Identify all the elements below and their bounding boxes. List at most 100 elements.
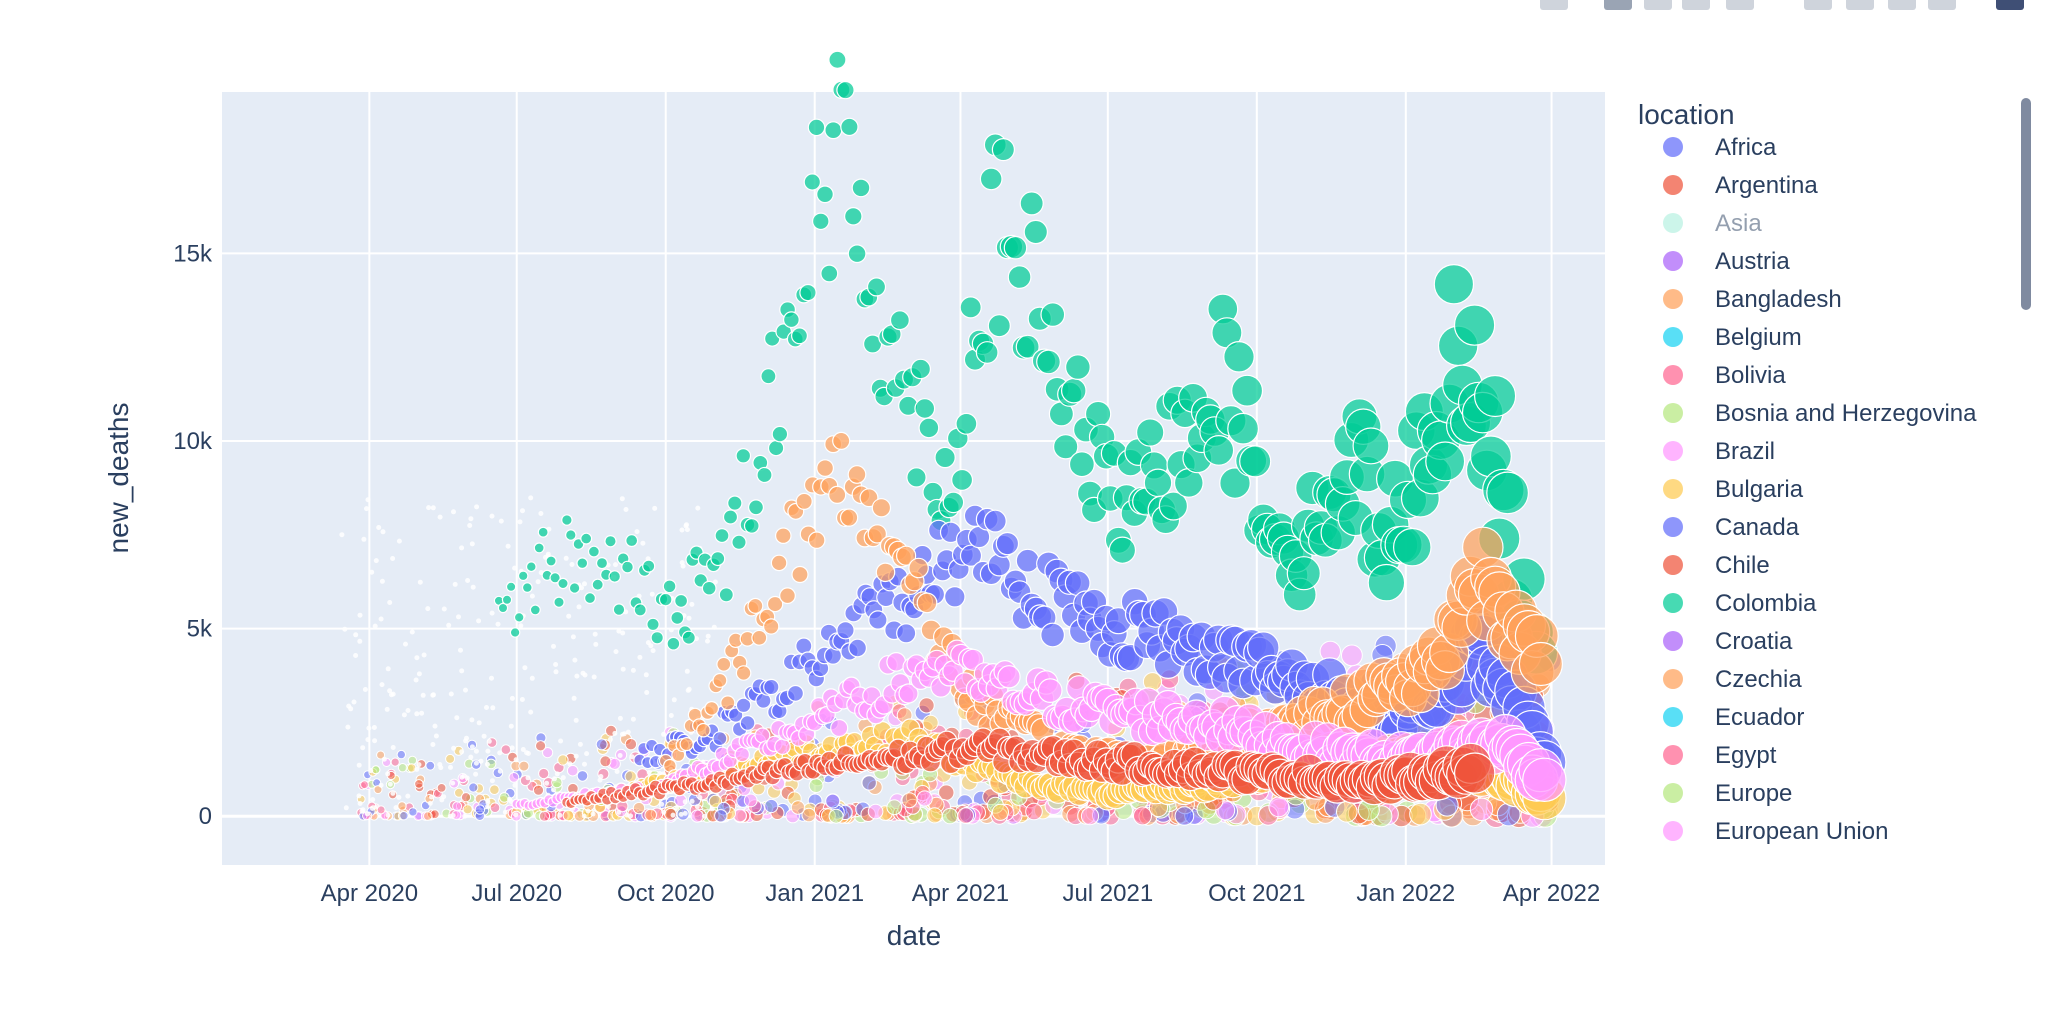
scatter-point [522,665,528,671]
scatter-point [447,813,453,819]
scatter-point [490,705,496,711]
legend-item[interactable]: Chile [1663,552,1770,579]
scatter-point [339,532,345,538]
scatter-point [1453,752,1496,794]
scatter-point [557,577,569,590]
scatter-point [836,80,855,100]
scatter-point [505,581,517,593]
scatter-point [376,750,386,760]
camera-icon[interactable] [1540,0,1568,10]
scatter-point [561,514,573,526]
scatter-point [619,496,625,502]
scatter-point [771,425,789,443]
legend-item[interactable]: Croatia [1663,628,1793,655]
legend-item[interactable]: Colombia [1663,590,1817,617]
scatter-point [417,579,423,585]
scatter-point [426,505,432,511]
scatter-point [498,518,504,524]
scatter-point [390,691,396,697]
zoom-in-icon[interactable] [1804,0,1832,10]
scatter-point [346,703,352,709]
legend-item[interactable]: Brazil [1663,438,1775,465]
scatter-point [379,682,385,688]
legend-label: Chile [1715,552,1770,579]
scatter-point [617,753,623,758]
scatter-point [922,714,939,731]
scatter-point [1007,265,1032,290]
scatter-point [356,793,362,799]
scatter-point [372,623,378,629]
legend-item[interactable]: Asia [1663,210,1762,237]
legend-item[interactable]: Austria [1663,248,1790,275]
scatter-point [409,629,415,635]
legend-label: Ecuador [1715,704,1804,731]
scatter-point [820,264,839,283]
legend-marker [1663,783,1683,803]
scatter-point [397,801,407,811]
scatter-point [790,800,806,815]
scatter-point [385,771,391,777]
zoom-icon[interactable] [1604,0,1632,10]
scatter-point [959,296,982,319]
legend-item[interactable]: Ecuador [1663,704,1804,731]
lasso-select-icon[interactable] [1726,0,1754,10]
scatter-point [1522,757,1567,803]
scatter-point [566,613,572,619]
legend-item[interactable]: Africa [1663,134,1777,161]
scatter-point [517,570,529,582]
scatter-point [801,807,817,823]
legend[interactable]: Africa Argentina Asia Austria Bangladesh Belg… [1663,134,1977,845]
scatter-point [364,811,370,817]
legend-item[interactable]: Egypt [1663,742,1777,769]
scatter-point [735,665,752,681]
scatter-point [416,762,422,768]
zoom-out-icon[interactable] [1846,0,1874,10]
scatter-point [786,684,804,702]
box-select-icon[interactable] [1682,0,1710,10]
scatter-point [468,782,479,793]
scatter-point [828,808,844,824]
scatter-point [896,623,917,644]
legend-item[interactable]: Belgium [1663,324,1802,351]
legend-item[interactable]: Bosnia and Herzegovina [1663,400,1977,427]
scatter-point [711,624,717,630]
legend-label: European Union [1715,818,1888,845]
scatter-point [604,535,617,548]
legend-item[interactable]: Bolivia [1663,362,1786,389]
scatter-point [558,738,564,744]
scatter-point [681,630,696,645]
scatter-point [811,212,830,231]
legend-title: location [1638,99,1735,130]
legend-item[interactable]: Europe [1663,780,1792,807]
autoscale-icon[interactable] [1888,0,1916,10]
plotly-logo-icon[interactable] [1996,0,2024,10]
reset-axes-icon[interactable] [1928,0,1956,10]
scatter-point [568,582,581,594]
legend-item[interactable]: European Union [1663,818,1888,845]
scatter-point [632,801,646,815]
scatter-point [373,804,379,810]
scatter-point [583,592,596,605]
scatter-point [462,813,468,819]
legend-item[interactable]: Bangladesh [1663,286,1842,313]
legend-scrollbar[interactable] [2021,98,2031,310]
scatter-point [485,804,490,810]
scatter-point [608,570,621,583]
legend-item[interactable]: Bulgaria [1663,476,1804,503]
legend-item[interactable]: Czechia [1663,666,1802,693]
scatter-point [695,505,701,511]
legend-label: Bulgaria [1715,476,1804,503]
scatter-point [595,738,608,751]
scatter-point [520,747,526,752]
legend-item[interactable]: Argentina [1663,172,1818,199]
scatter-point [763,678,780,696]
scatter-point [714,528,730,544]
scatter-point [481,733,487,739]
scatter-point [489,784,500,796]
scatter-point [1068,451,1095,478]
scatter-point [743,518,760,534]
legend-item[interactable]: Canada [1663,514,1800,541]
pan-icon[interactable] [1644,0,1672,10]
scatter-point [529,593,535,599]
scatter-point [513,812,519,818]
